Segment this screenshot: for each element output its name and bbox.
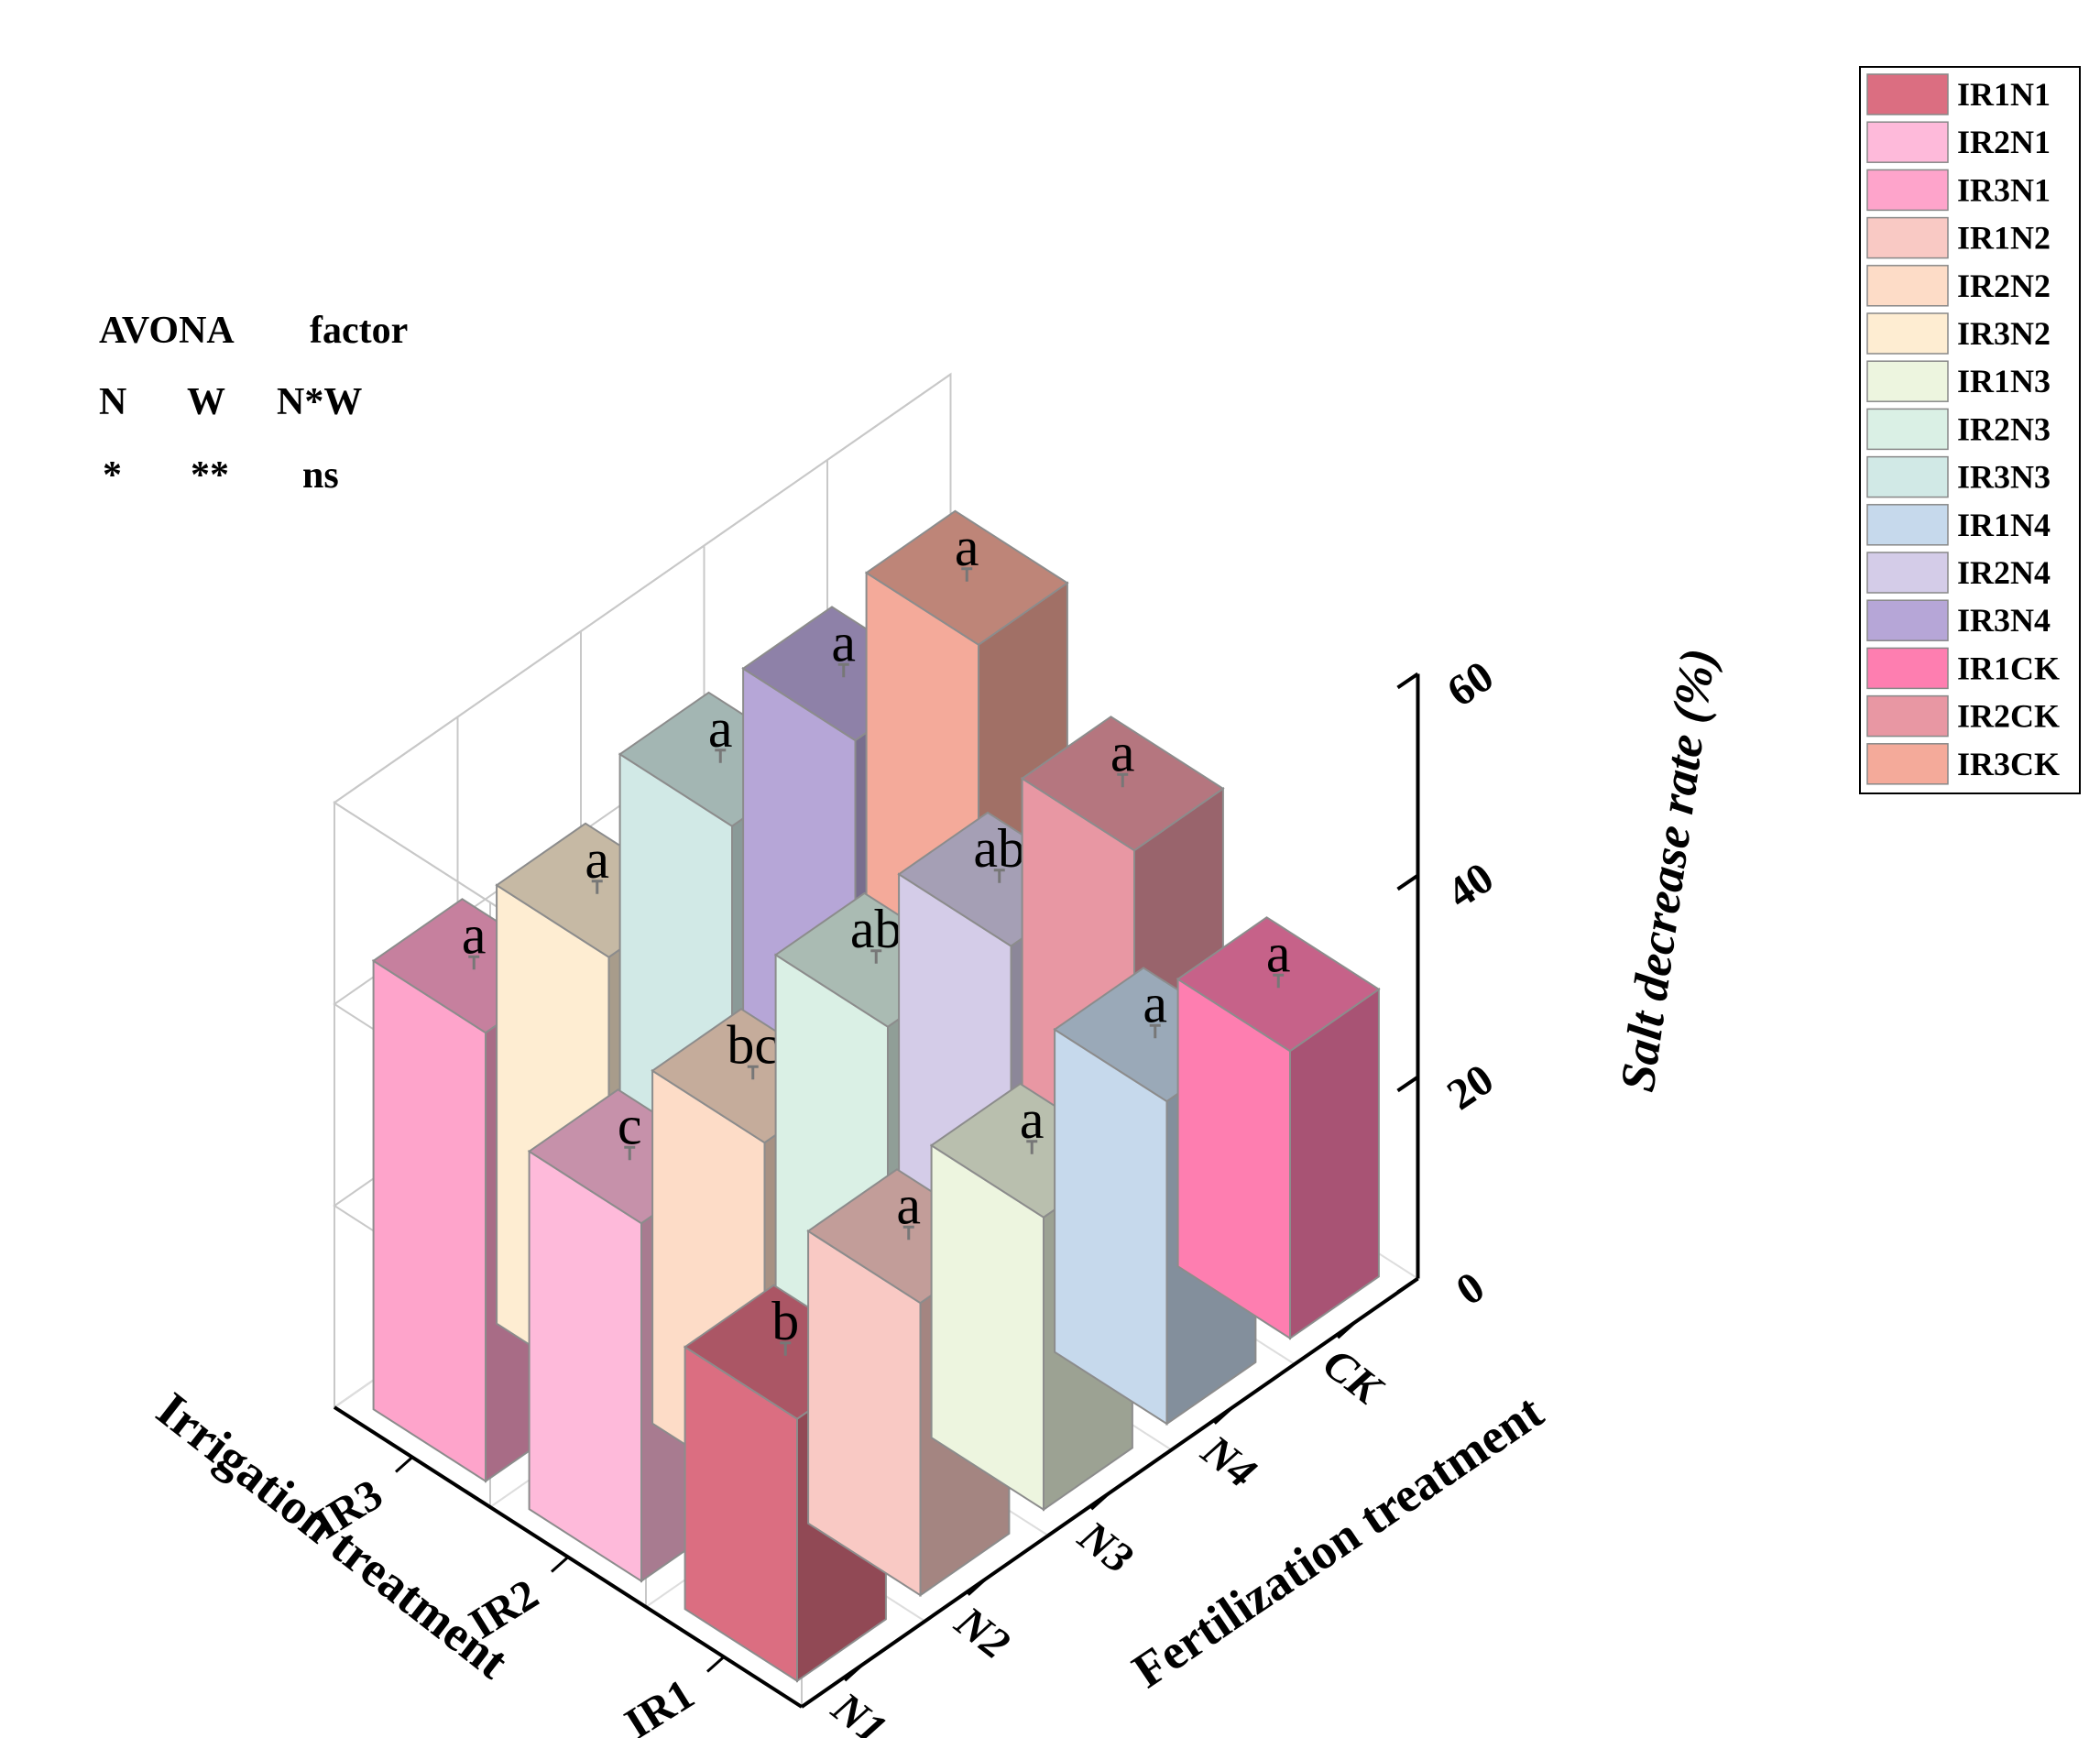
bar-face-left xyxy=(372,958,487,1483)
legend-label-IR3N1: IR3N1 xyxy=(1957,171,2051,208)
sig-label-IR1N2: a xyxy=(896,1175,921,1235)
x-tick xyxy=(967,1577,988,1596)
bar-IR1CK: a xyxy=(1176,916,1381,1340)
sig-label-IR3N3: a xyxy=(708,698,733,759)
sig-label-IR2N1: c xyxy=(618,1095,642,1155)
x-tick-label: CK xyxy=(1314,1339,1392,1415)
legend-label-IR2N3: IR2N3 xyxy=(1957,410,2051,447)
sig-label-IR2N3: ab xyxy=(850,899,902,959)
anova-heading-1: AVONA xyxy=(99,310,235,352)
legend-swatch-IR2N4 xyxy=(1866,552,1949,594)
legend-label-IR1N1: IR1N1 xyxy=(1957,76,2051,113)
x-tick-label: N2 xyxy=(946,1597,1019,1669)
z-tick xyxy=(1396,1075,1419,1093)
bar-face-left xyxy=(528,1149,642,1583)
legend-label-IR3N3: IR3N3 xyxy=(1957,459,2051,496)
anova-factor-nw: N*W xyxy=(277,381,362,423)
x-tick-label: N3 xyxy=(1069,1511,1143,1583)
legend-label-IR2N1: IR2N1 xyxy=(1957,124,2051,160)
legend-label-IR2CK: IR2CK xyxy=(1957,698,2060,735)
z-tick-label: 60 xyxy=(1438,651,1502,716)
legend-label-IR2N2: IR2N2 xyxy=(1957,268,2051,304)
y-tick-label: IR1 xyxy=(617,1669,703,1738)
x-tick xyxy=(1213,1405,1234,1425)
legend-swatch-IR3N1 xyxy=(1866,169,1949,212)
z-tick-label: 20 xyxy=(1438,1055,1502,1120)
sig-label-IR2N2: bc xyxy=(727,1014,779,1075)
y-tick xyxy=(395,1456,413,1473)
z-tick xyxy=(1396,672,1419,690)
y-tick xyxy=(551,1556,569,1573)
sig-label-IR3N1: a xyxy=(462,904,487,965)
legend-swatch-IR2N2 xyxy=(1866,265,1949,307)
legend-swatch-IR2N1 xyxy=(1866,121,1949,163)
legend-swatch-IR3N4 xyxy=(1866,599,1949,641)
legend: IR1N1 IR2N1 IR3N1 IR1N2 IR2N2 IR3N2 IR1N3 IR2N3… xyxy=(1859,66,2081,794)
legend-swatch-IR3CK xyxy=(1866,743,1949,785)
legend-swatch-IR2N3 xyxy=(1866,408,1949,451)
legend-label-IR1N3: IR1N3 xyxy=(1957,363,2051,399)
sig-label-IR1N3: a xyxy=(1020,1089,1045,1150)
sig-label-IR3CK: a xyxy=(955,517,979,577)
x-tick-label: N4 xyxy=(1192,1426,1265,1498)
legend-swatch-IR2CK xyxy=(1866,694,1949,738)
z-tick-label: 0 xyxy=(1448,1263,1493,1315)
x-tick xyxy=(1337,1320,1358,1339)
z-tick-label: 40 xyxy=(1438,853,1502,918)
anova-heading-2: factor xyxy=(310,310,408,352)
anova-factor-n: N xyxy=(99,381,126,423)
sig-label-IR1N1: b xyxy=(771,1291,799,1351)
sig-label-IR1N4: a xyxy=(1143,973,1167,1033)
x-tick xyxy=(1090,1492,1111,1511)
legend-label-IR3N2: IR3N2 xyxy=(1957,315,2051,352)
legend-swatch-IR1CK xyxy=(1866,647,1949,690)
legend-label-IR3N4: IR3N4 xyxy=(1957,602,2051,639)
legend-label-IR1CK: IR1CK xyxy=(1957,650,2060,686)
legend-swatch-IR1N4 xyxy=(1866,504,1949,546)
anova-annotation: AVONA factor N W N*W * ** ns xyxy=(99,310,408,497)
legend-swatch-IR1N1 xyxy=(1866,73,1949,115)
z-axis-title: Salt decrease rate (%) xyxy=(1610,645,1726,1095)
x-axis-title: Fertilization treatment xyxy=(1122,1383,1552,1698)
legend-label-IR1N2: IR1N2 xyxy=(1957,220,2051,257)
legend-swatch-IR1N2 xyxy=(1866,216,1949,259)
sig-label-IR3N4: a xyxy=(831,612,856,672)
anova-factor-w: W xyxy=(187,381,225,423)
z-tick xyxy=(1396,873,1419,891)
sig-label-IR3N2: a xyxy=(585,829,609,890)
anova-sig-w: ** xyxy=(191,454,229,497)
legend-swatch-IR3N3 xyxy=(1866,455,1949,498)
z-tick xyxy=(1396,1276,1419,1295)
legend-label-IR2N4: IR2N4 xyxy=(1957,554,2051,591)
anova-sig-n: * xyxy=(103,454,122,497)
legend-swatch-IR1N3 xyxy=(1866,360,1949,402)
sig-label-IR2CK: a xyxy=(1110,722,1135,782)
anova-sig-nw: ns xyxy=(302,454,339,497)
sig-label-IR2N4: ab xyxy=(973,818,1025,879)
x-tick xyxy=(844,1663,865,1682)
sig-label-IR1CK: a xyxy=(1266,923,1291,983)
legend-label-IR3CK: IR3CK xyxy=(1957,746,2060,782)
legend-swatch-IR3N2 xyxy=(1866,312,1949,355)
legend-label-IR1N4: IR1N4 xyxy=(1957,507,2051,543)
y-tick xyxy=(706,1656,725,1673)
x-tick-label: N1 xyxy=(823,1682,896,1738)
